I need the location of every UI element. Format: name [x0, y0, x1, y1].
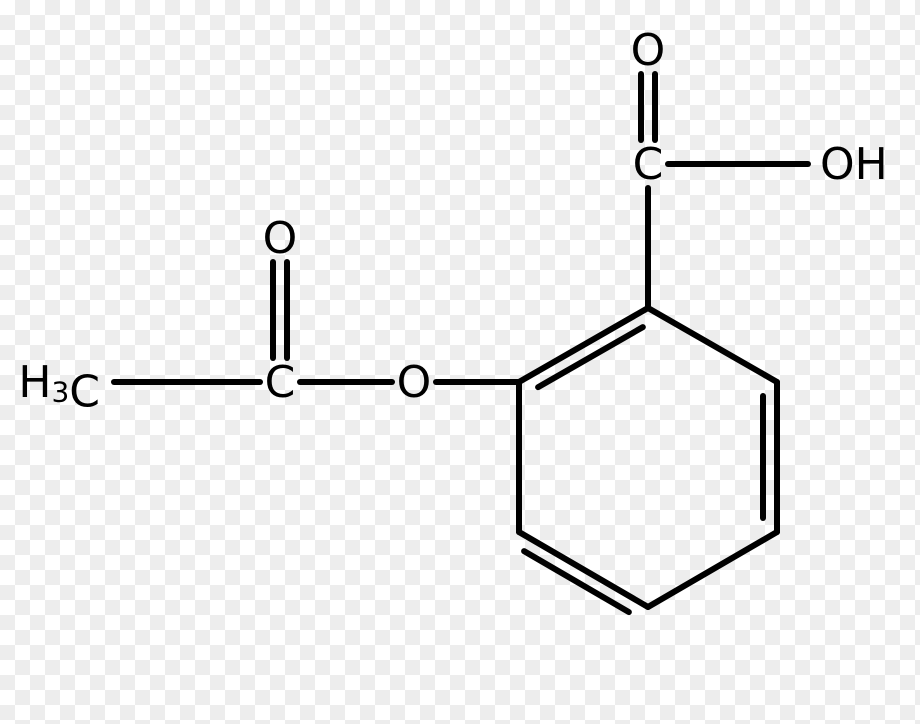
atom-labels-layer: C O OH O C O H3C — [18, 25, 887, 418]
atom-label-ester_O: O — [397, 357, 432, 408]
bonds-layer — [114, 74, 808, 612]
atom-label-ester_C: C — [265, 357, 296, 408]
atom-label-carboxyl_Odbl: O — [631, 25, 666, 76]
molecule-svg: C O OH O C O H3C — [0, 0, 920, 724]
atom-label-carboxyl_OH: OH — [820, 139, 888, 190]
atom-label-ester_Odbl: O — [263, 213, 298, 264]
atom-label-carboxyl_C: C — [633, 139, 664, 190]
atom-label-methyl: H3C — [18, 357, 100, 418]
molecule-diagram: C O OH O C O H3C — [0, 0, 920, 724]
